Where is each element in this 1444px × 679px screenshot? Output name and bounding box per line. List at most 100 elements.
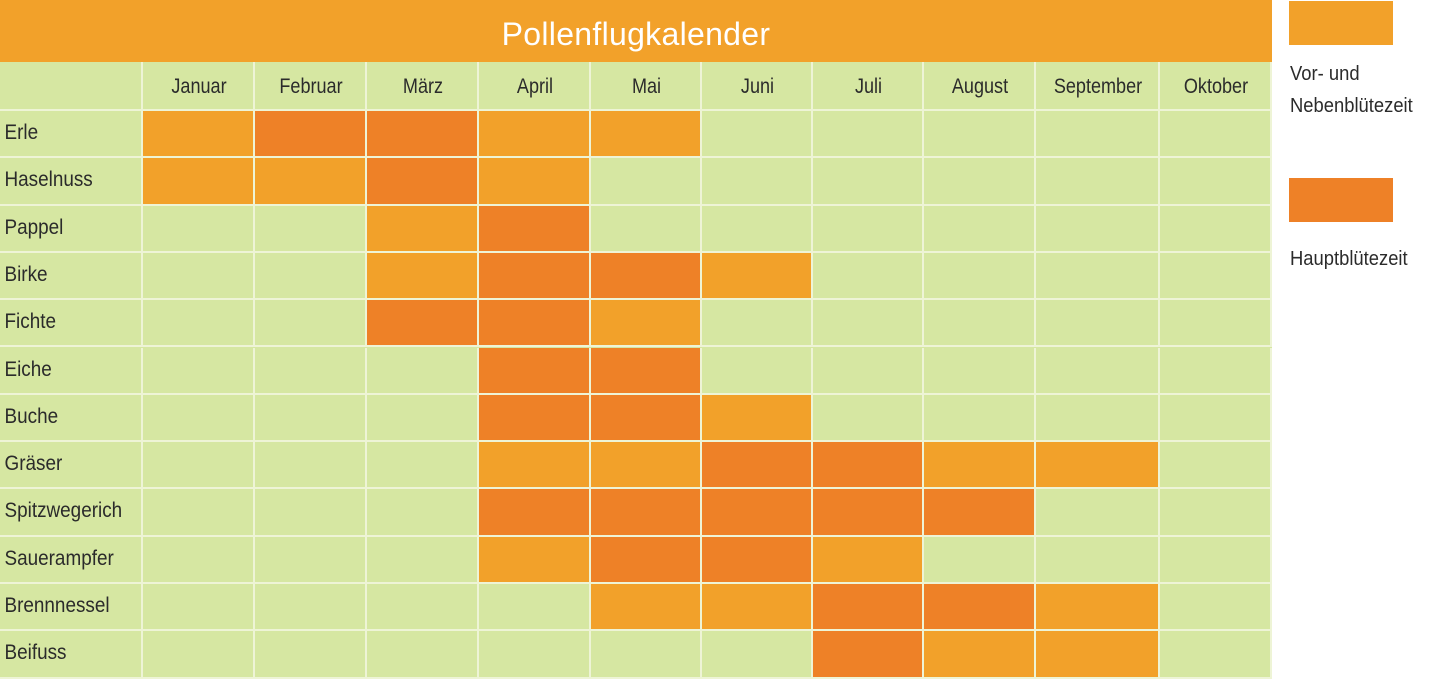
bloom-cell — [255, 205, 367, 253]
bloom-cell — [367, 394, 479, 443]
month-label: Juni — [740, 75, 775, 98]
bloom-cell — [1036, 158, 1160, 206]
bloom-cell — [924, 252, 1036, 301]
empty-cell — [1160, 347, 1272, 395]
legend: Vor- und Nebenblütezeit Hauptblütezeit — [1272, 0, 1444, 679]
bloom-cell — [479, 394, 591, 443]
month-label: März — [402, 75, 444, 98]
empty-cell — [1160, 158, 1272, 206]
bloom-cell — [1036, 205, 1160, 253]
bloom-cell — [591, 347, 702, 395]
legend-label-vor-neben: Vor- und Nebenblütezeit — [1290, 58, 1413, 122]
bloom-cell — [1036, 489, 1160, 537]
bloom-cell — [255, 300, 367, 348]
bloom-cell — [367, 631, 479, 679]
month-header-cell — [591, 62, 702, 111]
plant-name-cell — [0, 584, 143, 632]
bloom-cell — [255, 347, 367, 395]
bloom-cell — [924, 347, 1036, 395]
empty-cell — [1160, 252, 1272, 301]
bloom-cell — [1036, 584, 1160, 632]
bloom-cell — [924, 300, 1036, 348]
bloom-cell — [702, 536, 813, 584]
bloom-cell — [143, 252, 255, 301]
bloom-cell — [591, 584, 702, 632]
empty-cell — [1160, 394, 1272, 443]
bloom-cell — [255, 442, 367, 490]
plant-label: Gräser — [4, 452, 63, 476]
bloom-cell — [367, 252, 479, 301]
bloom-cell — [479, 158, 591, 206]
bloom-cell — [591, 111, 702, 159]
month-label: Februar — [279, 75, 343, 98]
bloom-cell — [479, 111, 591, 159]
empty-cell — [1160, 205, 1272, 253]
bloom-cell — [479, 631, 591, 679]
plant-label: Eiche — [4, 357, 52, 381]
plant-label: Beifuss — [4, 641, 67, 665]
bloom-cell — [924, 158, 1036, 206]
bloom-cell — [479, 442, 591, 490]
bloom-cell — [367, 347, 479, 395]
bloom-cell — [702, 205, 813, 253]
plant-name-cell — [0, 300, 143, 348]
month-label: Januar — [171, 75, 227, 98]
plant-name-cell — [0, 631, 143, 679]
bloom-cell — [924, 205, 1036, 253]
bloom-cell — [924, 489, 1036, 537]
bloom-cell — [255, 252, 367, 301]
legend-label-line: Vor- und — [1290, 63, 1360, 85]
plant-label: Haselnuss — [4, 168, 93, 192]
plant-label: Fichte — [4, 310, 56, 334]
month-label: Juli — [854, 75, 883, 98]
bloom-cell — [924, 442, 1036, 490]
pollen-calendar: Januar Februar März April Mai Juni Juli August S… — [0, 0, 1272, 679]
bloom-cell — [591, 631, 702, 679]
bloom-cell — [924, 631, 1036, 679]
title-bar: Pollenflugkalender — [0, 0, 1272, 62]
bloom-cell — [479, 347, 591, 395]
plant-name-cell — [0, 536, 143, 584]
bloom-cell — [367, 442, 479, 490]
bloom-cell — [702, 300, 813, 348]
bloom-cell — [591, 442, 702, 490]
bloom-cell — [591, 205, 702, 253]
month-label: Oktober — [1183, 75, 1249, 98]
bloom-cell — [813, 205, 924, 253]
bloom-cell — [702, 158, 813, 206]
bloom-cell — [143, 300, 255, 348]
bloom-cell — [255, 536, 367, 584]
bloom-cell — [255, 584, 367, 632]
plant-name-cell — [0, 489, 143, 537]
plant-label: Brennnessel — [4, 594, 110, 617]
bloom-cell — [1036, 300, 1160, 348]
plant-label: Spitzwegerich — [4, 499, 123, 523]
plant-label: Sauerampfer — [4, 546, 114, 570]
plant-name-cell — [0, 252, 143, 301]
bloom-cell — [702, 394, 813, 443]
plant-label: Birke — [4, 262, 48, 286]
bloom-cell — [479, 584, 591, 632]
bloom-cell — [702, 252, 813, 301]
plant-name-cell — [0, 111, 143, 159]
bloom-cell — [143, 536, 255, 584]
header-corner-cell — [0, 62, 143, 111]
bloom-cell — [1036, 442, 1160, 490]
bloom-cell — [924, 536, 1036, 584]
bloom-cell — [255, 394, 367, 443]
bloom-cell — [367, 158, 479, 206]
month-header-cell — [367, 62, 479, 111]
bloom-cell — [255, 158, 367, 206]
bloom-cell — [367, 205, 479, 253]
month-header-cell — [143, 62, 255, 111]
month-label: Mai — [631, 75, 662, 98]
bloom-cell — [143, 394, 255, 443]
month-header-cell — [1160, 62, 1272, 111]
plant-name-cell — [0, 394, 143, 443]
bloom-cell — [813, 252, 924, 301]
plant-name-cell — [0, 347, 143, 395]
empty-cell — [1160, 442, 1272, 490]
bloom-cell — [813, 300, 924, 348]
bloom-cell — [143, 158, 255, 206]
bloom-cell — [702, 111, 813, 159]
